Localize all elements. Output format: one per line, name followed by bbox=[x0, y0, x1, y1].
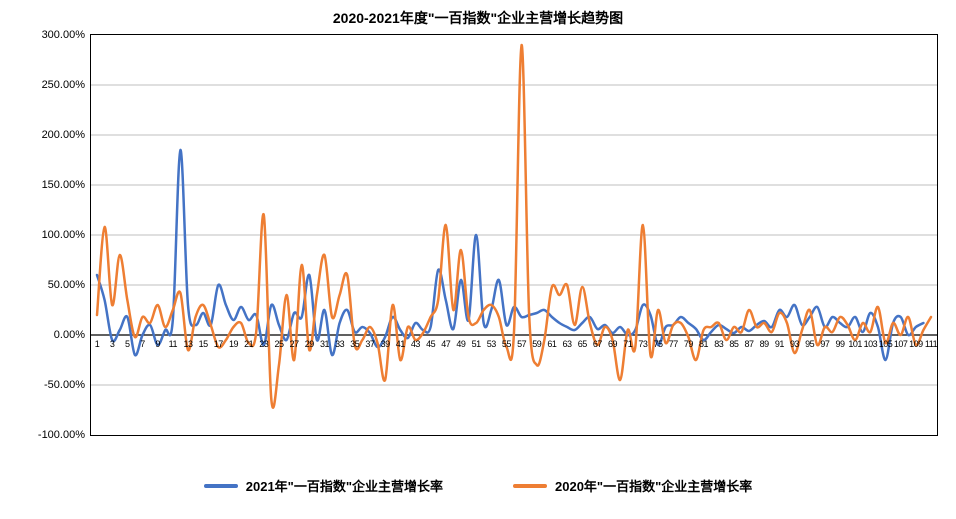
legend: 2021年"一百指数"企业主营增长率 2020年"一百指数"企业主营增长率 bbox=[0, 476, 956, 495]
x-tick-label: 45 bbox=[426, 339, 435, 349]
y-tick-label: 250.00% bbox=[42, 79, 85, 91]
y-tick-label: 100.00% bbox=[42, 229, 85, 241]
x-tick-label: 35 bbox=[350, 339, 359, 349]
x-tick-label: 39 bbox=[381, 339, 390, 349]
x-tick-label: 29 bbox=[305, 339, 314, 349]
x-tick-label: 75 bbox=[654, 339, 663, 349]
x-tick-label: 43 bbox=[411, 339, 420, 349]
x-tick-label: 103 bbox=[864, 339, 878, 349]
x-tick-label: 61 bbox=[547, 339, 556, 349]
x-tick-label: 25 bbox=[274, 339, 283, 349]
x-tick-label: 9 bbox=[155, 339, 160, 349]
x-tick-label: 13 bbox=[183, 339, 192, 349]
x-tick-label: 87 bbox=[745, 339, 754, 349]
x-tick-label: 97 bbox=[820, 339, 829, 349]
x-tick-label: 53 bbox=[487, 339, 496, 349]
x-tick-label: 79 bbox=[684, 339, 693, 349]
x-tick-label: 11 bbox=[169, 339, 177, 349]
x-tick-label: 101 bbox=[848, 339, 862, 349]
legend-item-2020: 2020年"一百指数"企业主营增长率 bbox=[513, 476, 752, 495]
legend-swatch-2021 bbox=[204, 484, 238, 488]
x-tick-label: 83 bbox=[714, 339, 723, 349]
x-tick-label: 31 bbox=[320, 339, 329, 349]
series-line-0 bbox=[97, 150, 923, 360]
x-tick-label: 41 bbox=[396, 339, 405, 349]
x-tick-label: 111 bbox=[925, 339, 937, 349]
plot-svg bbox=[91, 35, 937, 435]
legend-item-2021: 2021年"一百指数"企业主营增长率 bbox=[204, 476, 443, 495]
x-tick-label: 3 bbox=[110, 339, 115, 349]
x-tick-label: 95 bbox=[805, 339, 814, 349]
x-tick-label: 7 bbox=[140, 339, 145, 349]
x-tick-label: 1 bbox=[95, 339, 100, 349]
legend-label-2020: 2020年"一百指数"企业主营增长率 bbox=[555, 476, 752, 495]
x-tick-label: 69 bbox=[608, 339, 617, 349]
x-tick-label: 93 bbox=[790, 339, 799, 349]
x-tick-label: 81 bbox=[699, 339, 708, 349]
y-tick-label: 300.00% bbox=[42, 29, 85, 41]
x-tick-label: 17 bbox=[214, 339, 223, 349]
legend-swatch-2020 bbox=[513, 484, 547, 488]
x-tick-label: 37 bbox=[365, 339, 374, 349]
x-tick-label: 33 bbox=[335, 339, 344, 349]
x-tick-label: 55 bbox=[502, 339, 511, 349]
chart-container: 2020-2021年度"一百指数"企业主营增长趋势图 -100.00% -50.0… bbox=[0, 0, 956, 519]
y-tick-label: 50.00% bbox=[48, 279, 85, 291]
y-tick-label: 150.00% bbox=[42, 179, 85, 191]
x-tick-label: 23 bbox=[259, 339, 268, 349]
y-tick-label: 0.00% bbox=[54, 329, 85, 341]
x-tick-label: 67 bbox=[593, 339, 602, 349]
x-tick-label: 59 bbox=[532, 339, 541, 349]
x-tick-label: 21 bbox=[244, 339, 253, 349]
y-tick-label: 200.00% bbox=[42, 129, 85, 141]
x-tick-label: 27 bbox=[290, 339, 299, 349]
x-tick-label: 89 bbox=[760, 339, 769, 349]
x-tick-label: 109 bbox=[909, 339, 923, 349]
x-tick-label: 63 bbox=[563, 339, 572, 349]
x-tick-label: 57 bbox=[517, 339, 526, 349]
chart-title: 2020-2021年度"一百指数"企业主营增长趋势图 bbox=[0, 8, 956, 28]
x-tick-label: 91 bbox=[775, 339, 784, 349]
y-tick-label: -100.00% bbox=[38, 429, 85, 441]
x-tick-label: 49 bbox=[456, 339, 465, 349]
x-tick-label: 105 bbox=[879, 339, 893, 349]
legend-label-2021: 2021年"一百指数"企业主营增长率 bbox=[246, 476, 443, 495]
x-tick-label: 51 bbox=[472, 339, 481, 349]
x-tick-label: 19 bbox=[229, 339, 238, 349]
y-tick-label: -50.00% bbox=[44, 379, 85, 391]
x-tick-label: 71 bbox=[623, 339, 632, 349]
x-tick-label: 107 bbox=[894, 339, 908, 349]
x-tick-label: 99 bbox=[836, 339, 845, 349]
x-tick-label: 73 bbox=[638, 339, 647, 349]
x-tick-label: 5 bbox=[125, 339, 130, 349]
series-line-1 bbox=[97, 45, 931, 408]
x-tick-label: 77 bbox=[669, 339, 678, 349]
plot-area: -100.00%-50.00%0.00%50.00%100.00%150.00%… bbox=[90, 34, 938, 436]
x-tick-label: 47 bbox=[441, 339, 450, 349]
x-tick-label: 85 bbox=[729, 339, 738, 349]
x-tick-label: 65 bbox=[578, 339, 587, 349]
x-tick-label: 15 bbox=[199, 339, 208, 349]
